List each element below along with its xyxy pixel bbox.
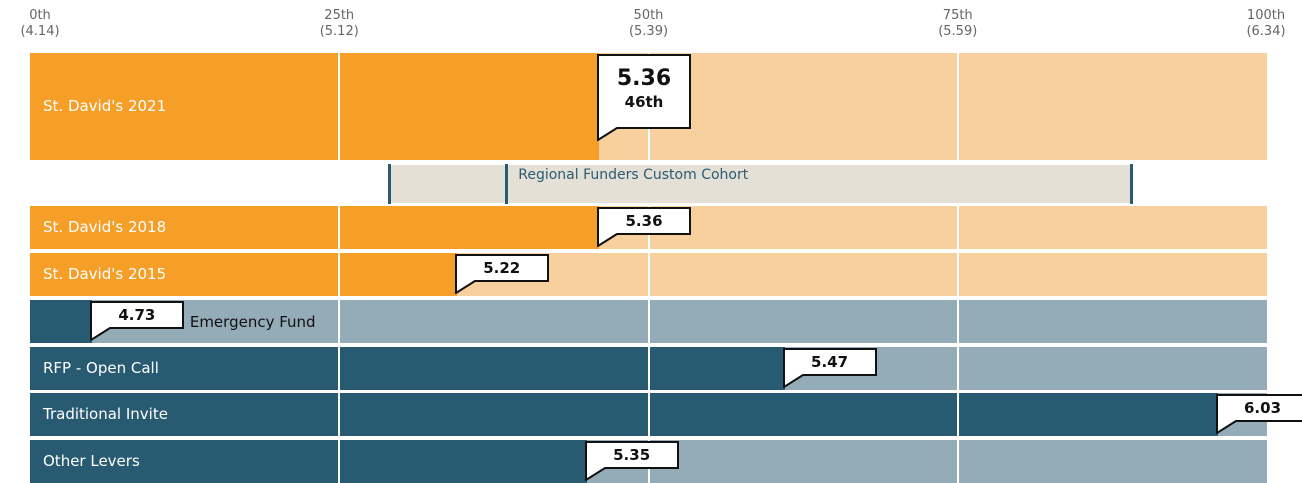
value-callout: 5.47 (782, 348, 877, 376)
bar (30, 440, 587, 483)
cohort-range-end (387, 164, 391, 204)
callout-value: 5.22 (483, 259, 521, 277)
bar (30, 53, 600, 160)
quartile-gridline (338, 393, 341, 436)
quartile-gridline (956, 440, 959, 483)
quartile-gridline (338, 440, 341, 483)
quartile-gridline (956, 300, 959, 343)
tick-value-label: (5.59) (938, 24, 978, 39)
callout-pointer (454, 280, 476, 294)
tick-value-label: (4.14) (20, 24, 60, 39)
value-callout: 5.36 (597, 207, 692, 235)
callout-pointer (597, 127, 618, 141)
quartile-gridline (338, 53, 341, 160)
callout-value: 6.03 (1244, 399, 1282, 417)
tick-percentile-label: 75th (942, 8, 973, 23)
quartile-gridline (647, 300, 650, 343)
row-label: RFP - Open Call (43, 358, 159, 377)
quartile-gridline (338, 300, 341, 343)
tick-percentile-label: 25th (324, 8, 355, 23)
bar (30, 253, 457, 296)
callout-value: 5.47 (811, 353, 849, 371)
callout-pointer (1215, 420, 1237, 434)
value-callout: 5.36 46th (597, 54, 692, 129)
callout-pointer-outline (1215, 420, 1237, 434)
quartile-gridline (956, 393, 959, 436)
tick-label: 50th (5.39) (609, 8, 689, 40)
value-callout: 5.35 (584, 441, 679, 469)
callout-value: 5.35 (613, 446, 651, 464)
callout-percentile: 46th (624, 93, 664, 111)
quartile-gridline (338, 206, 341, 249)
tick-label: 100th (6.34) (1226, 8, 1302, 40)
row-label: St. David's 2021 (43, 96, 167, 115)
value-callout: 4.73 (89, 301, 184, 329)
callout-pointer (584, 467, 606, 481)
tick-value-label: (5.12) (319, 24, 359, 39)
row-label: Traditional Invite (43, 404, 168, 423)
bar (30, 206, 600, 249)
callout-pointer-outline (454, 280, 476, 294)
quartile-gridline (338, 253, 341, 296)
tick-percentile-label: 100th (1246, 8, 1286, 23)
callout-pointer (597, 233, 618, 247)
callout-value: 5.36 (625, 212, 663, 230)
callout-value: 4.73 (118, 306, 156, 324)
bar-row: Traditional Invite (30, 393, 1267, 436)
quartile-gridline (956, 206, 959, 249)
tick-percentile-label: 0th (29, 8, 51, 23)
callout-pointer (89, 327, 111, 341)
quartile-gridline (956, 53, 959, 160)
cohort-label: Regional Funders Custom Cohort (518, 167, 749, 183)
row-label: St. David's 2018 (43, 217, 167, 236)
quartile-gridline (647, 347, 650, 390)
value-callout: 6.03 (1215, 394, 1302, 422)
cohort-marker (505, 164, 509, 204)
callout-pointer-outline (597, 233, 618, 247)
quartile-gridline (647, 393, 650, 436)
callout-pointer (782, 374, 804, 388)
quartile-gridline (338, 347, 341, 390)
bar-row (30, 300, 1267, 343)
bar-row: St. David's 2015 (30, 253, 1267, 296)
bar (30, 393, 1218, 436)
tick-value-label: (5.39) (628, 24, 669, 39)
callout-pointer-outline (782, 374, 804, 388)
quartile-gridline (956, 253, 959, 296)
row-label: St. David's 2015 (43, 264, 167, 283)
callout-pointer-outline (597, 127, 618, 141)
bar (30, 300, 92, 343)
tick-label: 0th (4.14) (0, 8, 80, 40)
value-callout: 5.22 (454, 254, 549, 282)
outside-label: Emergency Fund (189, 313, 316, 331)
callout-pointer-outline (89, 327, 111, 341)
quartile-gridline (956, 347, 959, 390)
callout-pointer-outline (584, 467, 606, 481)
cohort-range-end (1129, 164, 1133, 204)
row-label: Other Levers (43, 451, 140, 470)
tick-percentile-label: 50th (633, 8, 664, 23)
bar-row: RFP - Open Call (30, 347, 1267, 390)
tick-value-label: (6.34) (1246, 24, 1286, 39)
bar (30, 347, 785, 390)
callout-value: 5.36 (616, 66, 672, 91)
cohort-band (388, 165, 1131, 203)
quartile-gridline (647, 253, 650, 296)
tick-label: 75th (5.59) (918, 8, 998, 40)
tick-label: 25th (5.12) (299, 8, 379, 40)
